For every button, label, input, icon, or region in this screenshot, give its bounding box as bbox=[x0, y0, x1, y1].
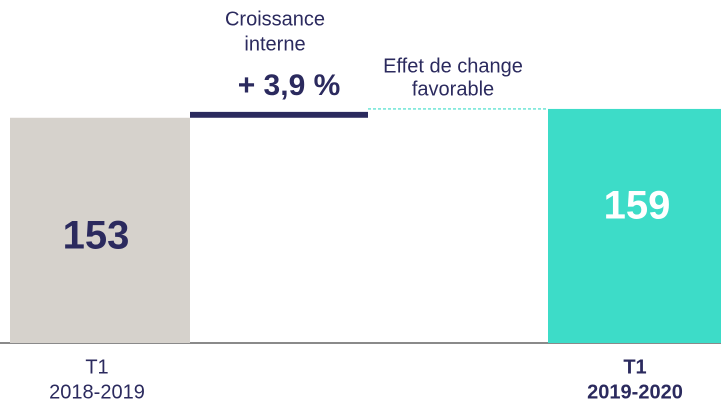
value-label: 159 bbox=[604, 184, 671, 228]
bar bbox=[548, 108, 721, 343]
value-label: 153 bbox=[63, 214, 130, 258]
category-label: T1 bbox=[623, 356, 646, 378]
category-label: Effet de change bbox=[383, 55, 523, 77]
category-label: Croissance bbox=[225, 8, 325, 30]
category-label: favorable bbox=[412, 78, 494, 100]
category-label: 2019-2020 bbox=[587, 381, 683, 403]
bar bbox=[10, 117, 190, 343]
category-label: interne bbox=[244, 33, 305, 55]
category-label: 2018-2019 bbox=[49, 381, 145, 403]
growth-annotation: + 3,9 % bbox=[238, 69, 341, 102]
category-label: T1 bbox=[85, 356, 108, 378]
growth-bar bbox=[190, 111, 368, 118]
